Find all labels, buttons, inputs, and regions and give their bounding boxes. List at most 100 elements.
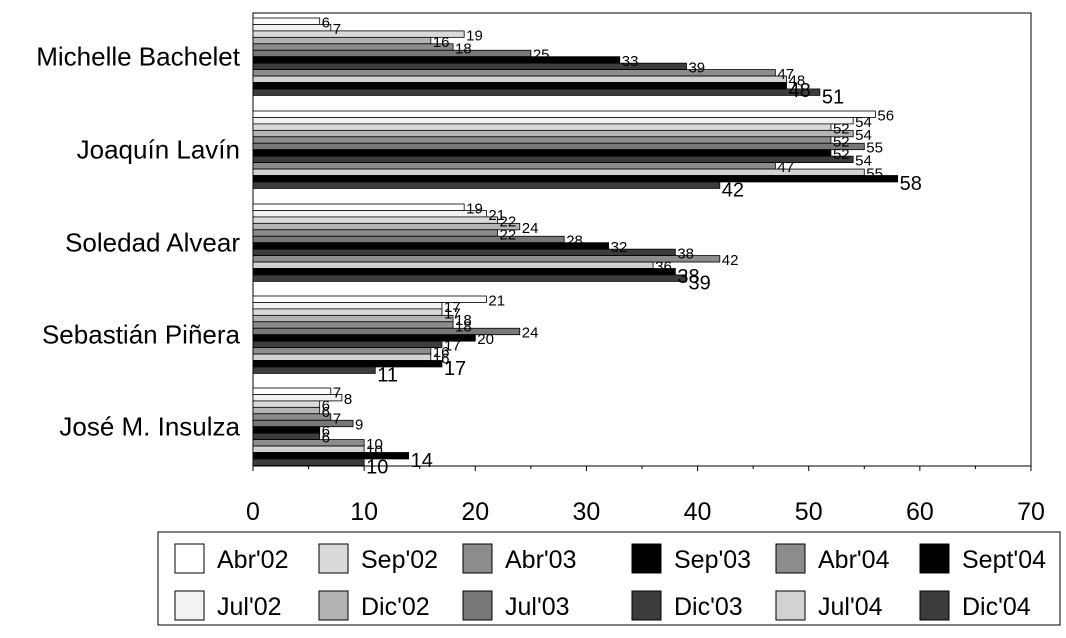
legend-label-sept-04: Sept'04 [962, 546, 1046, 574]
bar-joaquin-lavin-sep-02 [252, 123, 832, 131]
legend-label-dic-04: Dic'04 [962, 593, 1031, 621]
data-label-joaquin-lavin-dic-03: 54 [855, 153, 872, 170]
bar-jose-m-insulza-sep-02 [252, 400, 321, 408]
data-label-michelle-bachelet-abr-04: 47 [777, 66, 794, 83]
bar-sebastian-pinera-dic-02 [252, 314, 454, 323]
bar-joaquin-lavin-abr-02 [252, 110, 876, 118]
legend-swatch-dic-02 [318, 590, 349, 621]
data-label-michelle-bachelet-jul-03: 25 [533, 47, 550, 64]
x-tick-label-40: 40 [684, 498, 712, 526]
data-label-sebastian-pinera-dic-04: 11 [377, 364, 398, 386]
data-label-jose-m-insulza-dic-04: 10 [366, 456, 388, 478]
legend-label-abr-02: Abr'02 [217, 546, 288, 574]
bar-joaquin-lavin-jul-04 [252, 168, 865, 176]
bar-michelle-bachelet-sept-04 [252, 82, 787, 90]
legend-label-abr-03: Abr'03 [505, 546, 576, 574]
data-label-soledad-alvear-sep-03: 32 [611, 239, 628, 256]
data-label-jose-m-insulza-jul-03: 9 [355, 417, 363, 434]
data-label-jose-m-insulza-dic-02: 6 [322, 404, 330, 421]
bar-sebastian-pinera-sept-04 [252, 360, 443, 368]
data-label-michelle-bachelet-dic-03: 39 [688, 60, 705, 77]
data-label-joaquin-lavin-dic-02: 54 [855, 127, 872, 144]
bar-joaquin-lavin-sept-04 [252, 175, 899, 183]
legend-swatch-sept-04 [919, 543, 950, 574]
data-label-joaquin-lavin-abr-02: 56 [877, 107, 894, 124]
legend-label-abr-04: Abr'04 [818, 546, 890, 574]
bar-joaquin-lavin-dic-03 [252, 155, 854, 163]
category-label-jose-m-insulza: José M. Insulza [59, 412, 240, 442]
legend-swatch-sep-02 [318, 543, 349, 574]
bar-joaquin-lavin-abr-03 [252, 136, 832, 144]
category-label-sebastian-pinera: Sebastián Piñera [42, 320, 241, 350]
bar-sebastian-pinera-jul-04 [252, 353, 432, 361]
bar-michelle-bachelet-jul-04 [252, 75, 787, 83]
bar-jose-m-insulza-abr-04 [252, 439, 365, 447]
data-label-soledad-alvear-abr-04: 42 [722, 252, 739, 269]
bar-soledad-alvear-dic-04 [252, 274, 687, 282]
legend-label-jul-04: Jul'04 [818, 593, 883, 621]
data-label-soledad-alvear-dic-04: 39 [688, 272, 710, 294]
bar-michelle-bachelet-abr-02 [252, 17, 321, 25]
bar-jose-m-insulza-abr-03 [252, 413, 332, 421]
data-label-michelle-bachelet-dic-04: 51 [822, 86, 844, 108]
data-label-jose-m-insulza-jul-04: 10 [366, 443, 383, 460]
bar-michelle-bachelet-abr-03 [252, 43, 454, 51]
data-label-joaquin-lavin-sep-02: 52 [833, 120, 850, 137]
legend-swatch-jul-04 [775, 590, 806, 621]
data-label-jose-m-insulza-abr-02: 7 [333, 384, 341, 401]
bar-sebastian-pinera-jul-02 [252, 302, 443, 310]
legend-box [157, 531, 1061, 626]
category-label-michelle-bachelet: Michelle Bachelet [36, 42, 241, 72]
bar-joaquin-lavin-sep-03 [252, 149, 832, 157]
bar-joaquin-lavin-dic-02 [252, 129, 854, 138]
legend-swatch-abr-03 [462, 543, 493, 574]
bar-soledad-alvear-abr-02 [252, 203, 465, 211]
data-label-joaquin-lavin-dic-04: 42 [722, 179, 744, 201]
bar-joaquin-lavin-dic-04 [252, 181, 721, 189]
data-label-jose-m-insulza-sep-02: 6 [322, 397, 330, 414]
data-label-joaquin-lavin-abr-03: 52 [833, 133, 850, 150]
bar-joaquin-lavin-jul-02 [252, 117, 854, 125]
data-label-sebastian-pinera-abr-04: 16 [433, 344, 450, 361]
bar-michelle-bachelet-jul-02 [252, 24, 332, 32]
data-label-jose-m-insulza-abr-03: 7 [333, 410, 341, 427]
legend-swatch-abr-02 [174, 543, 205, 574]
data-label-sebastian-pinera-abr-03: 18 [455, 318, 472, 335]
legend-label-jul-02: Jul'02 [217, 593, 282, 621]
data-label-soledad-alvear-jul-02: 21 [488, 207, 505, 224]
data-label-sebastian-pinera-jul-02: 17 [444, 299, 461, 316]
data-label-sebastian-pinera-sep-02: 17 [444, 305, 461, 322]
bar-sebastian-pinera-dic-03 [252, 340, 443, 348]
bar-jose-m-insulza-jul-04 [252, 445, 365, 453]
bar-soledad-alvear-sep-02 [252, 216, 498, 224]
data-label-sebastian-pinera-abr-02: 21 [488, 292, 505, 309]
bar-soledad-alvear-sep-03 [252, 242, 610, 250]
legend-swatch-jul-02 [174, 590, 205, 621]
x-tick-label-30: 30 [573, 498, 601, 526]
x-tick-label-60: 60 [906, 498, 934, 526]
x-tick-label-50: 50 [795, 498, 823, 526]
category-label-soledad-alvear: Soledad Alvear [65, 228, 240, 258]
legend-swatch-abr-04 [775, 543, 806, 574]
bar-sebastian-pinera-sep-02 [252, 308, 443, 316]
legend-label-sep-02: Sep'02 [361, 546, 438, 574]
bar-jose-m-insulza-abr-02 [252, 387, 332, 395]
data-label-michelle-bachelet-abr-03: 18 [455, 40, 472, 57]
bar-michelle-bachelet-dic-04 [252, 88, 821, 96]
data-label-joaquin-lavin-jul-03: 55 [866, 140, 883, 157]
bar-soledad-alvear-dic-02 [252, 222, 521, 231]
data-label-jose-m-insulza-jul-02: 8 [344, 391, 352, 408]
data-label-jose-m-insulza-dic-03: 6 [322, 430, 330, 447]
bar-joaquin-lavin-abr-04 [252, 162, 776, 170]
data-label-joaquin-lavin-abr-04: 47 [777, 159, 794, 176]
bar-jose-m-insulza-dic-03 [252, 432, 321, 440]
data-label-joaquin-lavin-sept-04: 58 [900, 173, 922, 195]
data-label-michelle-bachelet-sep-03: 33 [622, 53, 639, 70]
data-label-soledad-alvear-sept-04: 38 [677, 266, 699, 288]
data-label-soledad-alvear-dic-03: 38 [677, 246, 694, 263]
x-tick-label-0: 0 [246, 498, 260, 526]
data-label-sebastian-pinera-jul-04: 16 [433, 351, 450, 368]
bar-jose-m-insulza-sep-03 [252, 426, 321, 434]
bar-soledad-alvear-sept-04 [252, 268, 676, 276]
